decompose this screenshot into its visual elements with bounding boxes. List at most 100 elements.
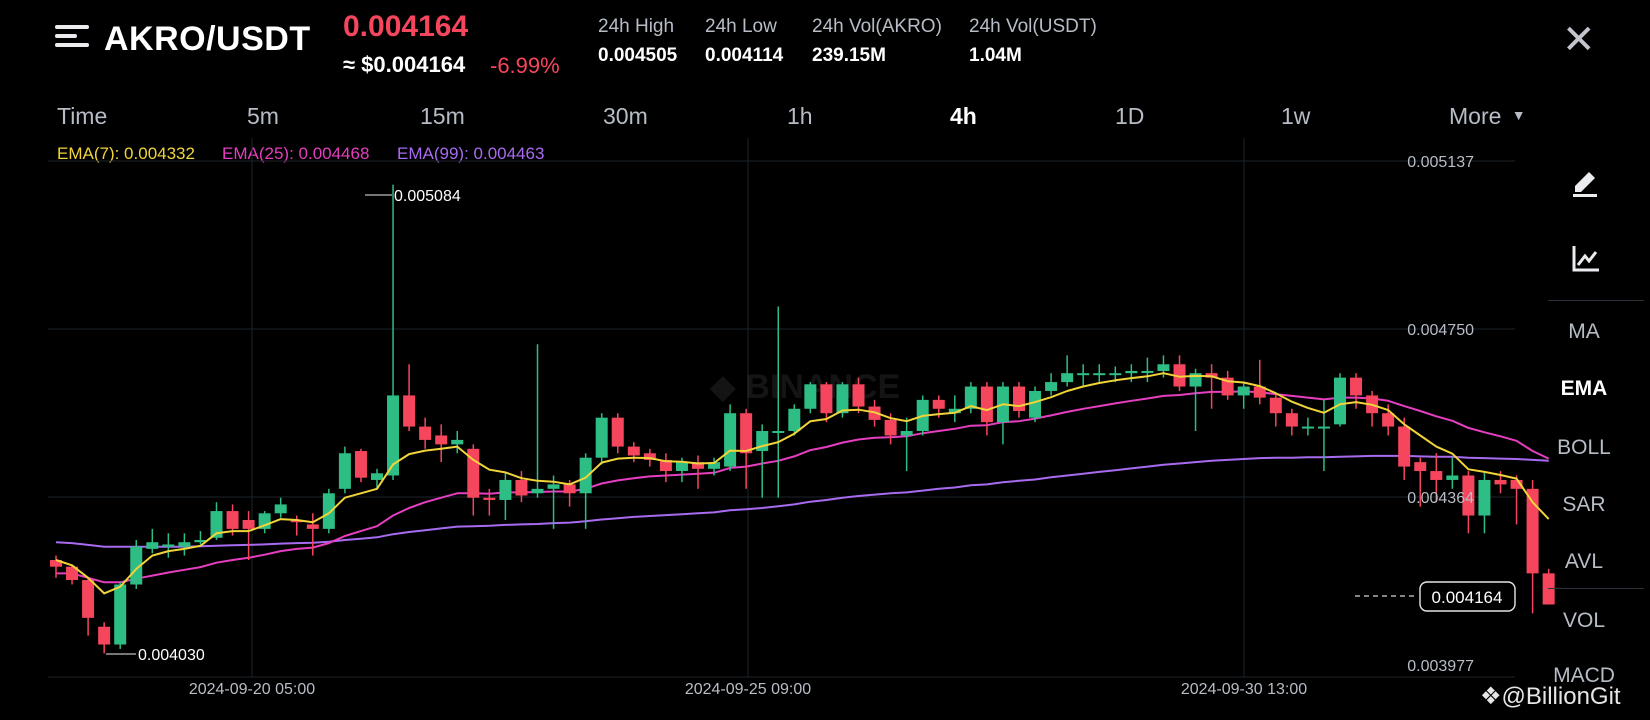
candle-down (692, 462, 704, 469)
indicator-boll[interactable]: BOLL (1557, 436, 1611, 459)
stat-vol-base-value: 239.15M (812, 45, 886, 66)
candle-down (435, 435, 448, 445)
candle-up (788, 408, 801, 432)
candle-up (387, 395, 400, 476)
candle-down (1414, 462, 1427, 472)
candle-down (643, 453, 656, 460)
x-tick-label: 2024-09-20 05:00 (189, 681, 315, 698)
chart-grid (48, 138, 1515, 678)
candle-up (322, 493, 335, 529)
candle-down (1494, 479, 1507, 485)
source-watermark: ❖@BillionGit (1480, 682, 1621, 711)
last-price: 0.004164 (343, 10, 469, 43)
ema99-line (55, 454, 1549, 548)
tab-1h[interactable]: 1h (787, 103, 813, 129)
indicator-chart-icon[interactable] (1565, 240, 1605, 276)
candle-down (1398, 426, 1411, 467)
y-tick-label: 0.004750 (1407, 322, 1474, 339)
tab-1w[interactable]: 1w (1281, 103, 1311, 129)
caret-down-icon: ▼ (1511, 107, 1526, 123)
indicator-macd[interactable]: MACD (1553, 664, 1615, 687)
candle-down (932, 399, 945, 409)
candle-up (1157, 364, 1170, 371)
last-price-label: 0.004164 (1432, 588, 1503, 607)
candle-down (306, 524, 319, 529)
menu-icon[interactable] (55, 25, 89, 55)
candle-down (659, 459, 672, 472)
tab-4h[interactable]: 4h (950, 103, 977, 129)
candle-down (1462, 475, 1475, 516)
tab-more[interactable]: More ▼ (1449, 103, 1526, 130)
candle-down (403, 395, 416, 427)
stat-high-value: 0.004505 (598, 45, 678, 66)
stat-high-label: 24h High (598, 16, 675, 37)
candle-down (226, 511, 239, 529)
candle-down (1269, 397, 1282, 414)
candle-down (515, 479, 528, 496)
ema25-legend: EMA(25): 0.004468 (222, 144, 370, 163)
indicator-ema[interactable]: EMA (1560, 377, 1608, 400)
ema25-line (56, 390, 1550, 584)
candle-down (98, 626, 111, 645)
candle-up (1125, 370, 1138, 374)
indicator-vol[interactable]: VOL (1562, 609, 1606, 632)
ema7-line (55, 372, 1550, 595)
stat-vol-base-label: 24h Vol(AKRO) (812, 16, 942, 37)
candle-down (563, 484, 576, 494)
candle-down (1430, 471, 1443, 480)
tab-15m[interactable]: 15m (420, 103, 465, 129)
sidebar-divider (1548, 588, 1644, 589)
candle-up (114, 584, 127, 645)
candle-up (547, 484, 560, 489)
candle-up (1478, 479, 1491, 516)
candle-up (371, 473, 383, 480)
low-annotation: 0.004030 (138, 647, 205, 664)
y-axis-labels: 0.005137 0.004750 0.004364 0.003977 (1407, 154, 1474, 675)
candle-down (1285, 413, 1298, 427)
candle-up (1301, 426, 1314, 429)
indicator-sar[interactable]: SAR (1562, 493, 1606, 516)
pair-title[interactable]: AKRO/USDT (104, 20, 311, 58)
candle-down (66, 566, 79, 581)
tab-30m[interactable]: 30m (603, 103, 648, 129)
candle-down (1526, 488, 1539, 574)
indicator-ma[interactable]: MA (1568, 320, 1600, 343)
candle-up (964, 386, 977, 409)
candle-up (1446, 475, 1459, 480)
candle-up (1317, 426, 1330, 429)
candle-down (290, 519, 303, 523)
candle-up (708, 462, 721, 469)
stat-vol-quote-value: 1.04M (969, 45, 1022, 66)
candle-down (483, 497, 496, 500)
candle-up (274, 504, 287, 514)
logo-icon: ❖ (1480, 683, 1502, 710)
x-tick-label: 2024-09-25 09:00 (685, 681, 811, 698)
candle-up (1141, 370, 1154, 373)
candle-down (980, 386, 993, 423)
indicator-avl[interactable]: AVL (1564, 550, 1604, 573)
candle-up (210, 511, 223, 538)
y-tick-label: 0.005137 (1407, 154, 1474, 171)
candle-up (900, 431, 913, 436)
candle-down (1350, 377, 1363, 396)
candle-down (50, 560, 62, 567)
candle-down (354, 451, 367, 478)
candle-down (242, 519, 255, 529)
ema7-path (55, 372, 1550, 595)
candle-up (499, 479, 512, 500)
tab-time[interactable]: Time (57, 103, 108, 129)
ema25-path (56, 390, 1550, 584)
candle-up (772, 431, 785, 434)
candle-up (1109, 373, 1122, 376)
candle-down (740, 413, 753, 454)
price-change: -6.99% (490, 53, 560, 78)
candle-down (1013, 386, 1025, 411)
sidebar-divider (1548, 300, 1644, 301)
close-icon[interactable]: ✕ (1562, 18, 1596, 62)
draw-pencil-icon[interactable] (1565, 162, 1605, 198)
tab-1d[interactable]: 1D (1115, 103, 1145, 129)
high-annotation: 0.005084 (394, 188, 461, 205)
stat-low-value: 0.004114 (705, 45, 784, 66)
tab-5m[interactable]: 5m (247, 103, 279, 129)
